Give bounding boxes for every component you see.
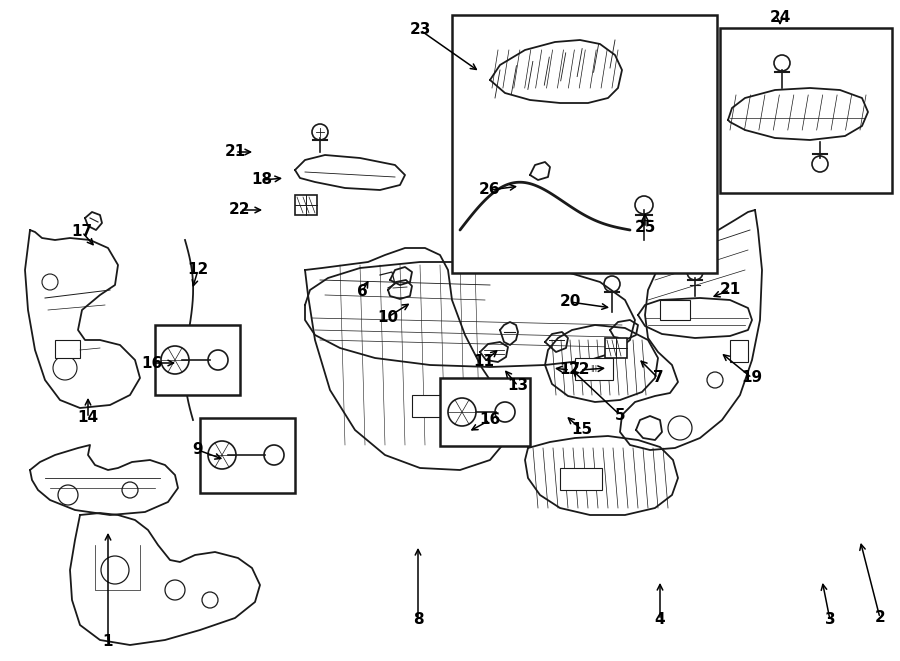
Text: 10: 10 — [377, 309, 399, 325]
Text: |||: ||| — [590, 366, 598, 373]
Text: 11: 11 — [473, 354, 494, 369]
Bar — [295, 195, 317, 215]
Bar — [412, 395, 447, 417]
Text: 17: 17 — [71, 225, 93, 239]
Text: 16: 16 — [480, 412, 500, 428]
Bar — [730, 340, 748, 362]
Text: 3: 3 — [824, 613, 835, 627]
Text: 24: 24 — [770, 11, 791, 26]
Text: 16: 16 — [141, 356, 163, 371]
Text: 22: 22 — [569, 362, 590, 377]
Text: 12: 12 — [187, 262, 209, 278]
Bar — [560, 468, 602, 490]
Text: 21: 21 — [719, 282, 741, 297]
Text: 17: 17 — [560, 362, 580, 377]
Bar — [440, 378, 530, 446]
Text: 20: 20 — [559, 295, 580, 309]
Text: 21: 21 — [224, 145, 246, 159]
Bar — [605, 338, 627, 358]
Text: 9: 9 — [193, 442, 203, 457]
Text: 15: 15 — [572, 422, 592, 438]
Bar — [720, 28, 892, 193]
Bar — [660, 300, 690, 320]
Text: 18: 18 — [251, 173, 273, 188]
Text: 2: 2 — [875, 611, 886, 625]
Text: 26: 26 — [479, 182, 500, 198]
Text: 5: 5 — [615, 407, 626, 422]
Bar — [452, 15, 717, 273]
Bar — [575, 358, 613, 380]
Text: 22: 22 — [230, 202, 251, 217]
Bar — [155, 325, 240, 395]
Text: 4: 4 — [654, 613, 665, 627]
Bar — [55, 340, 80, 358]
Bar — [200, 418, 295, 493]
Text: 1: 1 — [103, 635, 113, 650]
Text: 6: 6 — [356, 284, 367, 299]
Text: 19: 19 — [742, 371, 762, 385]
Text: 7: 7 — [652, 371, 663, 385]
Text: 8: 8 — [413, 613, 423, 627]
Text: 13: 13 — [508, 379, 528, 393]
Text: 23: 23 — [410, 22, 431, 38]
Text: 14: 14 — [77, 410, 99, 426]
Text: 25: 25 — [634, 221, 656, 235]
